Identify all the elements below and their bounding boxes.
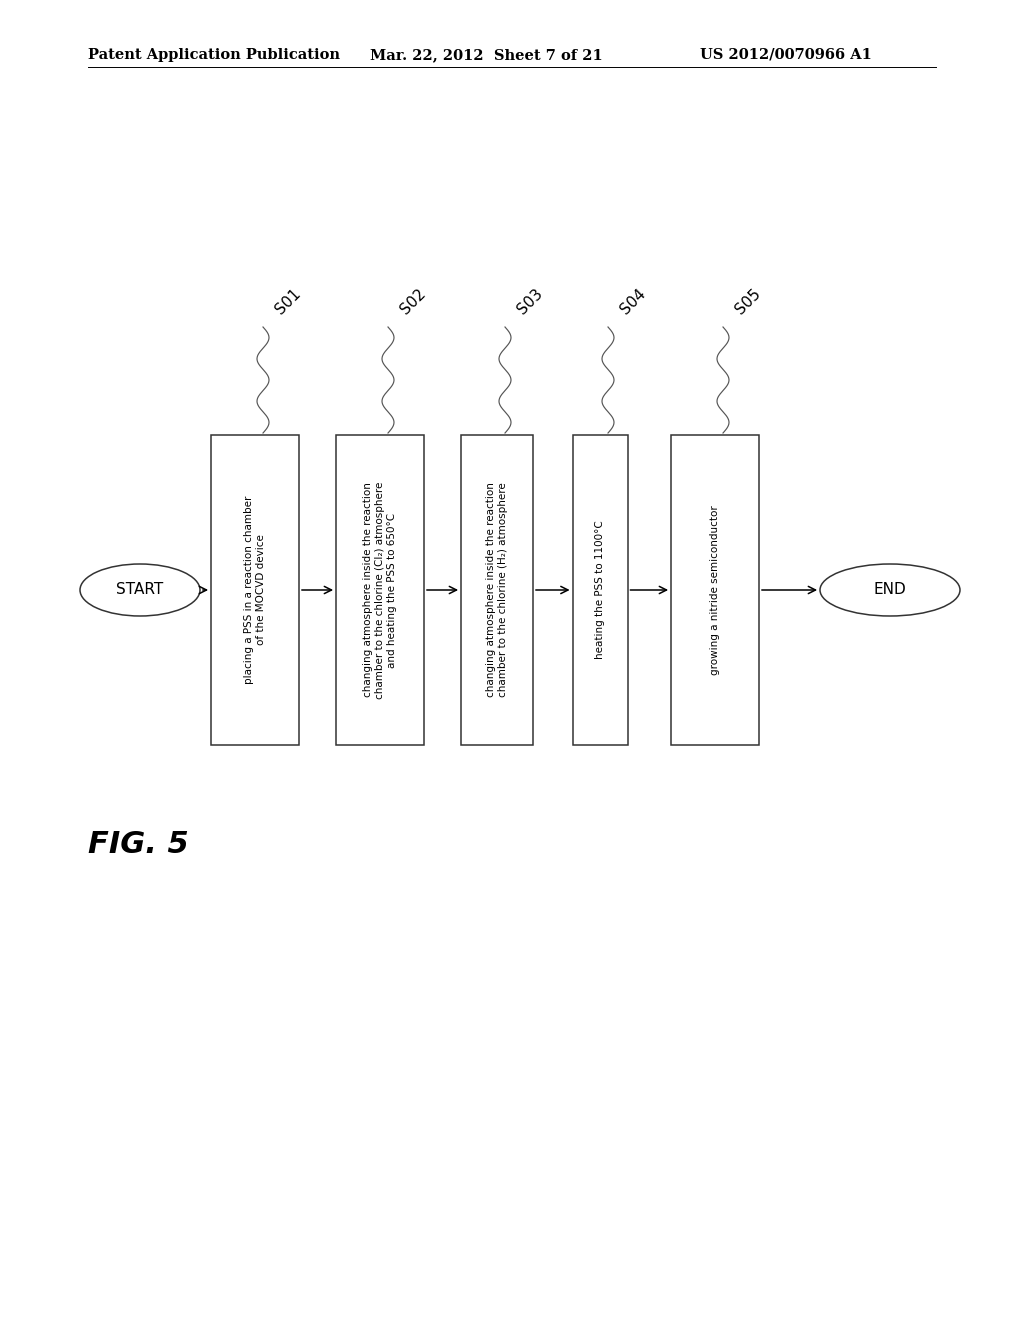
Bar bbox=[572, 436, 628, 744]
Text: S05: S05 bbox=[733, 286, 764, 317]
Text: S03: S03 bbox=[515, 286, 546, 317]
Ellipse shape bbox=[80, 564, 200, 616]
Text: changing atmosphere inside the reaction
chamber to the chlorine (Cl₂) atmosphere: changing atmosphere inside the reaction … bbox=[364, 482, 396, 698]
Text: S02: S02 bbox=[398, 286, 429, 317]
Text: Patent Application Publication: Patent Application Publication bbox=[88, 48, 340, 62]
Bar bbox=[461, 436, 534, 744]
Bar bbox=[211, 436, 299, 744]
Text: placing a PSS in a reaction chamber
of the MOCVD device: placing a PSS in a reaction chamber of t… bbox=[244, 496, 266, 684]
Text: S04: S04 bbox=[618, 286, 649, 317]
Bar bbox=[671, 436, 759, 744]
Text: US 2012/0070966 A1: US 2012/0070966 A1 bbox=[700, 48, 871, 62]
Text: S01: S01 bbox=[273, 286, 304, 317]
Text: growing a nitride semiconductor: growing a nitride semiconductor bbox=[710, 506, 720, 675]
Bar bbox=[336, 436, 424, 744]
Text: changing atmosphere inside the reaction
chamber to the chlorine (H₂) atmosphere: changing atmosphere inside the reaction … bbox=[486, 483, 508, 697]
Text: START: START bbox=[117, 582, 164, 598]
Text: FIG. 5: FIG. 5 bbox=[88, 830, 188, 859]
Text: Mar. 22, 2012  Sheet 7 of 21: Mar. 22, 2012 Sheet 7 of 21 bbox=[370, 48, 603, 62]
Ellipse shape bbox=[820, 564, 961, 616]
Text: END: END bbox=[873, 582, 906, 598]
Text: heating the PSS to 1100°C: heating the PSS to 1100°C bbox=[595, 520, 605, 660]
